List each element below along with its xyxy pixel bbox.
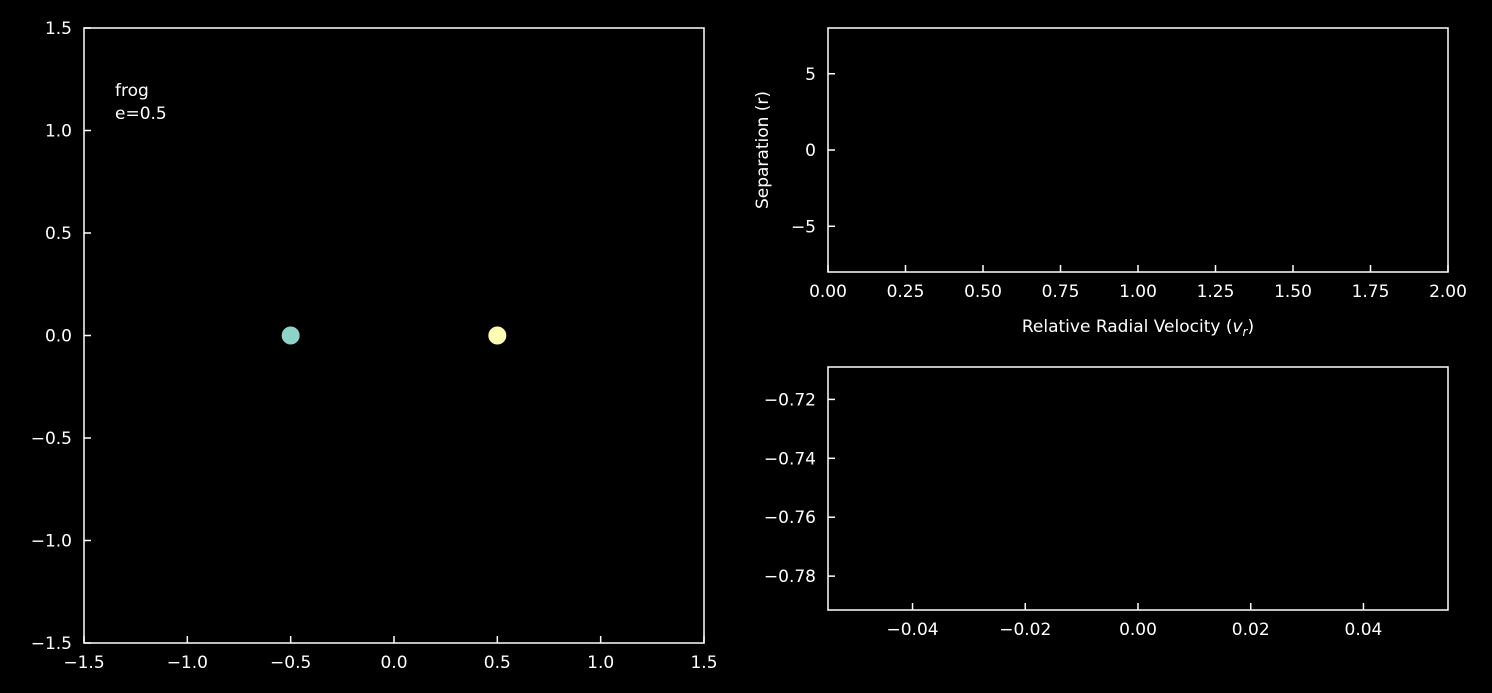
separation-panel-xlabel: Relative Radial Velocity (vr) [1022,317,1254,339]
x-tick-label: 0.00 [809,282,847,302]
x-tick-label: 0.00 [1119,620,1157,640]
separation-panel-ylabel: Separation (r) [753,91,773,209]
y-tick-label: −0.74 [764,449,816,469]
x-tick-label: 1.00 [1119,282,1157,302]
body-marker [281,326,300,345]
y-tick-label: −1.0 [31,532,72,552]
y-tick-label: −0.5 [31,429,72,449]
y-tick-label: 0.5 [45,224,72,244]
x-tick-label: 0.75 [1042,282,1080,302]
x-tick-label: −0.5 [270,653,311,673]
lower-right-panel-y-axis: −0.72 −0.74 −0.76 −0.78 [764,390,835,587]
x-tick-label: 1.50 [1274,282,1312,302]
separation-xlabel-subscript: r [1243,325,1249,339]
y-tick-label: −5 [791,217,816,237]
body-marker [488,326,507,345]
x-tick-label: 1.25 [1197,282,1235,302]
y-tick-label: 0 [805,141,816,161]
x-tick-label: 1.0 [587,653,614,673]
separation-xlabel-symbol: v [1232,317,1243,337]
x-tick-label: 0.50 [964,282,1002,302]
x-tick-label: −0.02 [999,620,1051,640]
orbit-panel-bodies [281,326,507,345]
x-tick-label: 0.25 [887,282,925,302]
separation-xlabel-paren-open: ( [1220,317,1232,337]
y-tick-label: −0.76 [764,508,816,528]
y-tick-label: 1.0 [45,122,72,142]
orbit-annotation-eccentricity: e=0.5 [115,104,167,124]
x-tick-label: 0.04 [1345,620,1383,640]
x-tick-label: 2.00 [1429,282,1467,302]
y-tick-label: −0.72 [764,390,816,410]
orbit-panel: −1.5 −1.0 −0.5 0.0 0.5 1.0 1.5 −1.5 −1.0 −0.5 0.0… [31,19,718,673]
x-tick-label: 0.0 [380,653,407,673]
x-tick-label: −0.04 [886,620,938,640]
x-tick-label: 0.02 [1232,620,1270,640]
lower-right-panel: −0.04 −0.02 0.00 0.02 0.04 −0.72−0.74−0.76−0… [764,366,1449,640]
y-tick-label: −0.78 [764,567,816,587]
orbit-panel-y-axis: −1.5 −1.0 −0.5 0.0 0.5 1.0 1.5 [31,19,91,654]
x-tick-label: −1.0 [167,653,208,673]
lower-right-panel-x-axis: −0.04 −0.02 0.00 0.02 0.04 [886,603,1382,640]
x-tick-label: −1.5 [63,653,104,673]
y-tick-label: 0.0 [45,327,72,347]
separation-xlabel-paren-close: ) [1247,317,1254,337]
y-tick-label: 1.5 [45,19,72,39]
x-tick-label: 0.5 [484,653,511,673]
y-tick-label: 5 [805,65,816,85]
x-tick-label: 1.5 [690,653,717,673]
separation-panel: 0.00 0.25 0.50 0.75 1.00 1.25 1.50 1.75 2.00 −5 0… [753,27,1467,339]
orbit-annotation-name: frog [115,81,149,101]
y-tick-label: −1.5 [31,634,72,654]
separation-panel-y-axis: −5 0 5 [791,65,835,237]
separation-panel-x-axis: 0.00 0.25 0.50 0.75 1.00 1.25 1.50 1.75 2.00 [809,265,1467,302]
separation-xlabel-text: Relative Radial Velocity [1022,317,1221,337]
x-tick-label: 1.75 [1352,282,1390,302]
orbit-panel-x-axis: −1.5 −1.0 −0.5 0.0 0.5 1.0 1.5 [63,636,718,673]
